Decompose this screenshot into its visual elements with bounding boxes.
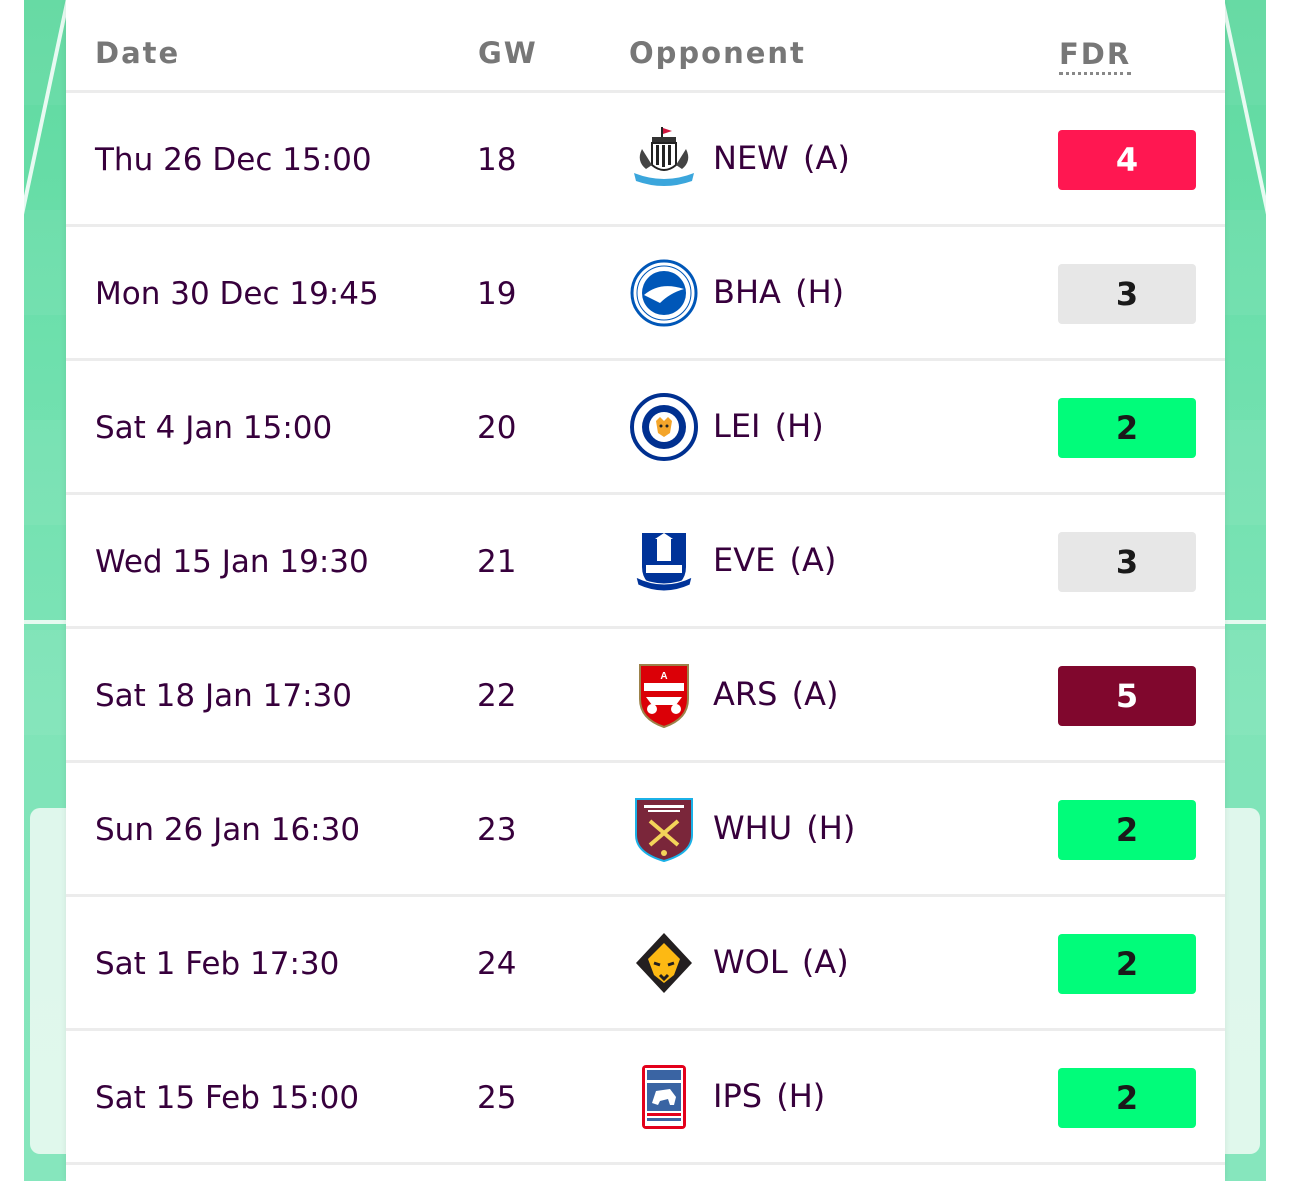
opponent-team: WHU [713,809,793,847]
fdr-badge: 4 [1058,130,1196,190]
home-away-indicator: (H) [806,809,856,847]
newcastle-crest-icon [630,125,698,193]
leicester-crest-icon [630,393,698,461]
opponent-team: BHA [713,273,781,311]
home-away-indicator: (A) [789,541,837,579]
home-away-indicator: (A) [791,675,839,713]
fixture-opponent: ARS (A) [713,629,838,759]
everton-crest-icon [630,527,698,595]
west-ham-crest-icon [630,795,698,863]
fixture-row[interactable]: Sat 15 Feb 15:00 25 IPS (H) 2 [66,1031,1225,1165]
fdr-badge: 3 [1058,264,1196,324]
fdr-column-header[interactable]: FDR [1059,36,1132,75]
fdr-badge: 5 [1058,666,1196,726]
fixture-gameweek: 18 [477,142,517,178]
fixture-date: Mon 30 Dec 19:45 [95,276,379,312]
fixture-opponent: LEI (H) [713,361,824,491]
opponent-team: ARS [713,675,778,713]
fixture-row[interactable]: Sat 1 Feb 17:30 24 WOL (A) 2 [66,897,1225,1031]
home-away-indicator: (H) [795,273,845,311]
fixture-gameweek: 23 [477,812,517,848]
fixture-row[interactable]: Sun 26 Jan 16:30 23 WHU (H) 2 [66,763,1225,897]
home-away-indicator: (A) [801,943,849,981]
arsenal-crest-icon: A [630,661,698,729]
brighton-crest-icon [630,259,698,327]
opponent-column-header[interactable]: Opponent [629,36,806,70]
fixture-date: Sat 4 Jan 15:00 [95,410,333,446]
fixture-gameweek: 21 [477,544,517,580]
fixture-row[interactable]: Wed 15 Jan 19:30 21 EVE (A) 3 [66,495,1225,629]
opponent-team: IPS [713,1077,763,1115]
fixture-date: Sat 15 Feb 15:00 [95,1080,360,1116]
opponent-team: NEW [713,139,789,177]
fixture-opponent: IPS (H) [713,1031,825,1161]
fixture-gameweek: 25 [477,1080,517,1116]
fixtures-panel: Date GW Opponent FDR Thu 26 Dec 15:00 18 … [66,0,1225,1181]
fixture-row[interactable]: Thu 26 Dec 15:00 18 NEW (A) 4 [66,93,1225,227]
fdr-badge: 2 [1058,398,1196,458]
opponent-team: LEI [713,407,761,445]
fixture-opponent: BHA (H) [713,227,844,357]
fixture-gameweek: 22 [477,678,517,714]
fixture-gameweek: 20 [477,410,517,446]
opponent-team: WOL [713,943,788,981]
fdr-badge: 2 [1058,1068,1196,1128]
fixture-gameweek: 24 [477,946,517,982]
fixture-opponent: WOL (A) [713,897,849,1027]
fdr-badge: 3 [1058,532,1196,592]
fixture-opponent: WHU (H) [713,763,855,893]
ipswich-crest-icon [630,1063,698,1131]
fixture-row[interactable]: Sat 18 Jan 17:30 22 A ARS (A) 5 [66,629,1225,763]
fixture-date: Thu 26 Dec 15:00 [95,142,372,178]
fixture-gameweek: 19 [477,276,517,312]
opponent-team: EVE [713,541,776,579]
home-away-indicator: (A) [802,139,850,177]
wolves-crest-icon [630,929,698,997]
home-away-indicator: (H) [776,1077,826,1115]
fixture-row[interactable]: Sat 4 Jan 15:00 20 LEI (H) 2 [66,361,1225,495]
fixture-row[interactable]: Mon 30 Dec 19:45 19 BHA (H) 3 [66,227,1225,361]
svg-text:A: A [660,671,667,682]
fixture-date: Wed 15 Jan 19:30 [95,544,369,580]
fdr-badge: 2 [1058,934,1196,994]
fixture-date: Sat 1 Feb 17:30 [95,946,340,982]
fixture-date: Sun 26 Jan 16:30 [95,812,361,848]
fixture-opponent: NEW (A) [713,93,850,223]
fixtures-table-header: Date GW Opponent FDR [66,0,1225,93]
fixture-date: Sat 18 Jan 17:30 [95,678,352,714]
gw-column-header[interactable]: GW [478,36,538,70]
home-away-indicator: (H) [774,407,824,445]
date-column-header[interactable]: Date [95,36,181,70]
fdr-badge: 2 [1058,800,1196,860]
fixture-opponent: EVE (A) [713,495,836,625]
